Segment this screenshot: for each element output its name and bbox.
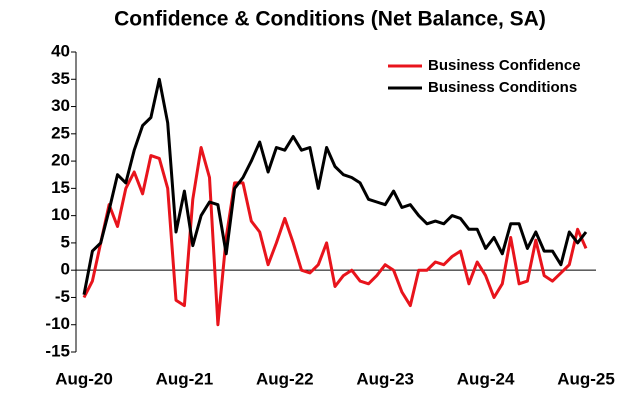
y-tick-label: 0	[61, 260, 70, 279]
y-tick-label: 10	[51, 205, 70, 224]
legend-label: Business Conditions	[428, 79, 577, 96]
y-tick-label: 35	[51, 69, 70, 88]
y-tick-label: 15	[51, 178, 70, 197]
chart-title: Confidence & Conditions (Net Balance, SA…	[114, 8, 546, 31]
y-tick-label: 30	[51, 96, 70, 115]
y-tick-label: -15	[45, 341, 70, 360]
legend-label: Business Confidence	[428, 57, 581, 74]
x-tick-label: Aug-23	[356, 369, 414, 388]
x-tick-label: Aug-24	[457, 369, 515, 388]
x-tick-label: Aug-21	[156, 369, 214, 388]
y-tick-label: 5	[61, 232, 70, 251]
y-tick-label: 25	[51, 123, 70, 142]
y-tick-label: -5	[55, 287, 70, 306]
series-line	[82, 146, 588, 327]
y-tick-label: -10	[45, 314, 70, 333]
x-tick-label: Aug-22	[256, 369, 314, 388]
x-tick-label: Aug-20	[55, 369, 113, 388]
y-tick-label: 20	[51, 151, 70, 170]
y-tick-label: 40	[51, 41, 70, 60]
x-tick-label: Aug-25	[557, 369, 615, 388]
series-line	[82, 77, 588, 295]
